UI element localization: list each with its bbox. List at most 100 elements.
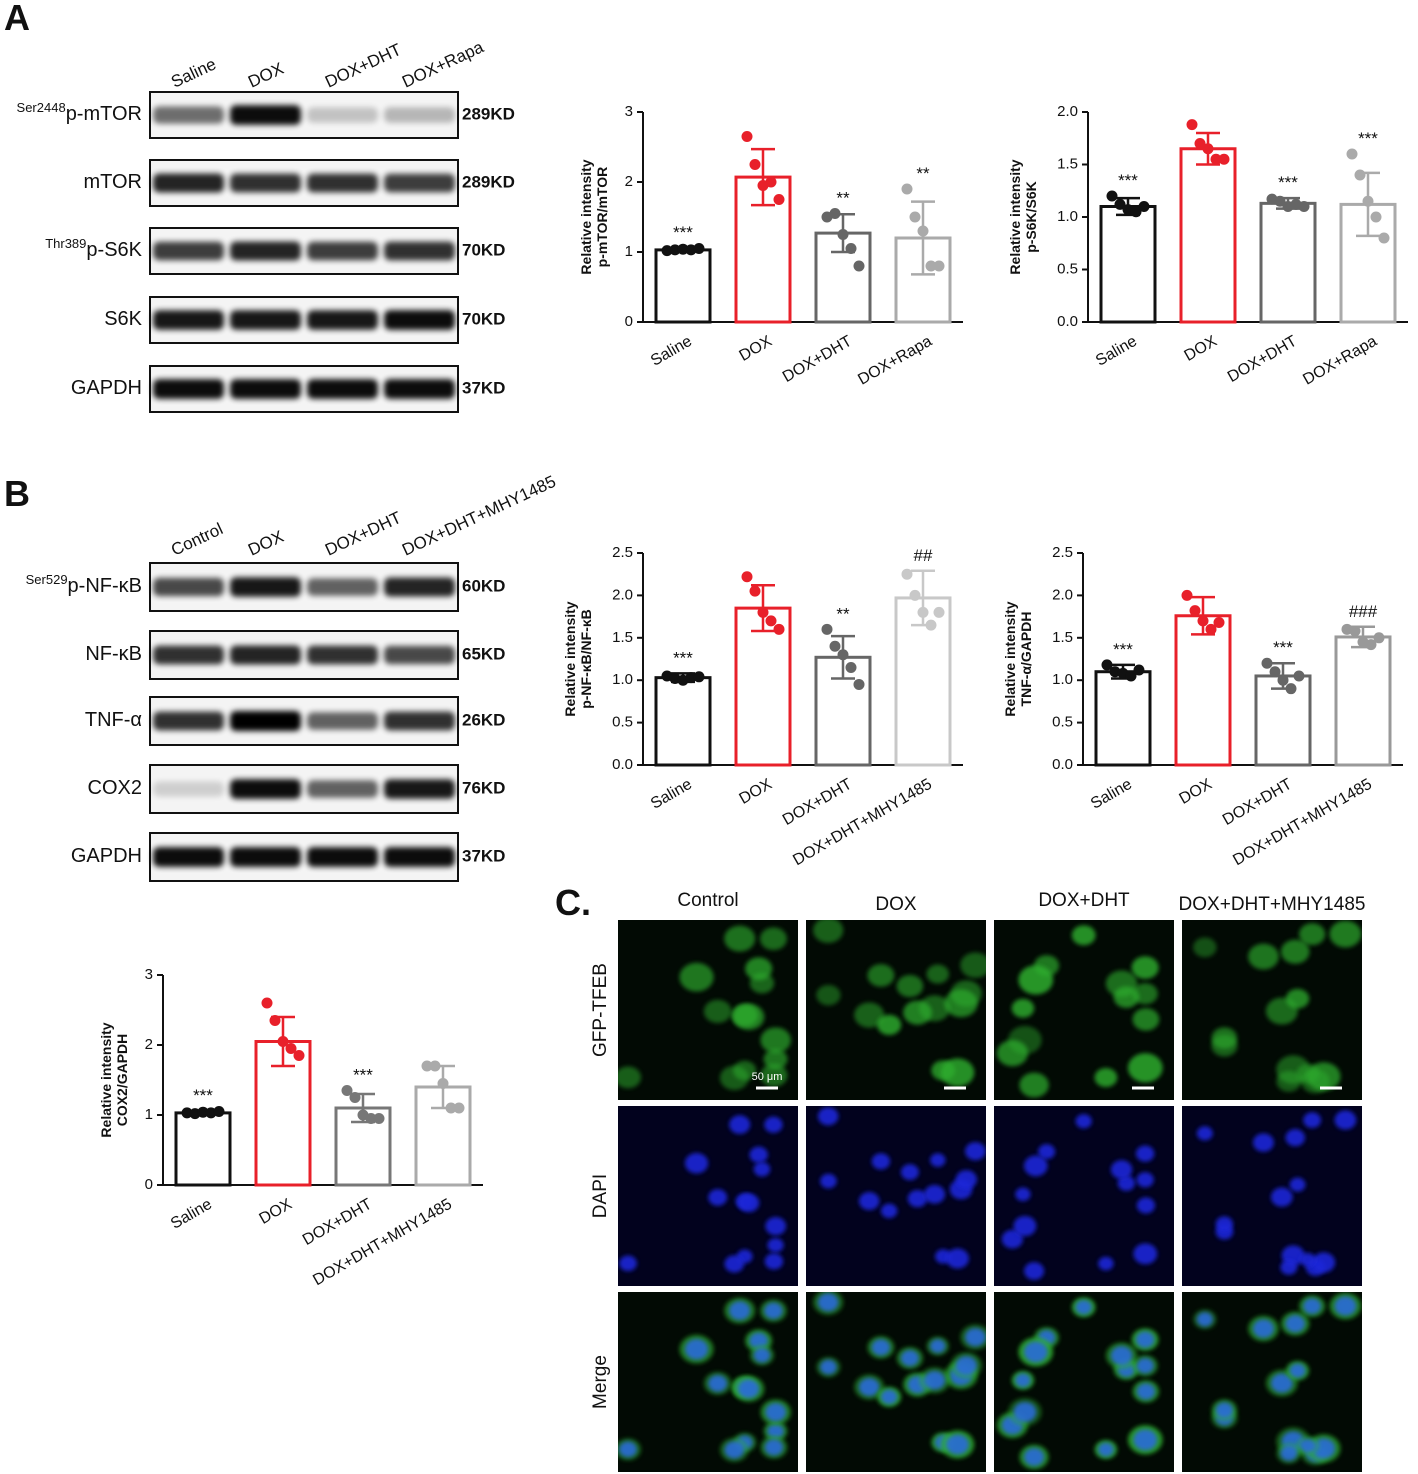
- significance-label: **: [916, 164, 930, 183]
- y-axis-label: COX2/GAPDH: [114, 1034, 130, 1127]
- cell-nucleus: [708, 1375, 728, 1392]
- significance-label: ***: [1358, 129, 1378, 148]
- cell-nucleus: [1196, 1312, 1213, 1327]
- data-point: [1125, 670, 1137, 682]
- data-point: [901, 183, 913, 195]
- data-point: [1354, 169, 1366, 181]
- cell-nucleus: [764, 1253, 784, 1270]
- row-label: Merge: [590, 1355, 611, 1409]
- blot-size: 70KD: [462, 240, 505, 259]
- cell-gfp: [960, 952, 986, 978]
- cell-gfp: [950, 980, 983, 1007]
- blot-size: 65KD: [462, 644, 505, 663]
- data-point: [821, 623, 833, 635]
- blot-band: [230, 577, 301, 597]
- cell-gfp: [1071, 925, 1096, 946]
- cell-gfp: [1094, 1067, 1118, 1088]
- x-tick-label: Saline: [648, 776, 695, 813]
- blot-band: [230, 105, 301, 125]
- y-tick-label: 1.5: [1052, 629, 1073, 646]
- column-header: DOX+DHT: [1038, 890, 1130, 911]
- significance-label: ***: [673, 648, 693, 667]
- cell-nucleus: [820, 1173, 837, 1189]
- significance-label: ###: [1349, 602, 1378, 621]
- cell-gfp: [1008, 1025, 1042, 1055]
- cell-nucleus: [1253, 1133, 1274, 1152]
- x-tick-label: DOX+DHT: [300, 1196, 375, 1249]
- cell-nucleus: [965, 1142, 986, 1161]
- significance-label: **: [836, 604, 850, 623]
- data-point: [845, 661, 857, 673]
- data-point: [373, 1113, 385, 1124]
- cell-nucleus: [1075, 1114, 1092, 1129]
- micrograph: [994, 1292, 1174, 1472]
- data-point: [933, 260, 945, 272]
- x-tick-label: Saline: [1088, 776, 1135, 813]
- bar: [1334, 635, 1392, 767]
- blot-band: [153, 781, 224, 797]
- cell-gfp: [919, 995, 951, 1022]
- cell-nucleus: [1303, 1112, 1322, 1129]
- cell-nucleus: [753, 1161, 771, 1177]
- panel-label: C.: [555, 882, 591, 923]
- blot-band: [307, 780, 378, 798]
- blot-band: [307, 241, 378, 261]
- cell-nucleus: [1098, 1442, 1114, 1457]
- blot-label: Ser2448p-mTOR: [17, 100, 142, 125]
- bar: [1174, 614, 1232, 767]
- y-tick-label: 1: [145, 1106, 153, 1123]
- data-point: [1114, 198, 1126, 210]
- data-point: [933, 606, 945, 618]
- blot-protein: S6K: [104, 308, 142, 330]
- lane-label: DOX+DHT: [322, 508, 404, 560]
- data-point: [845, 243, 857, 254]
- cell-gfp: [1296, 1064, 1320, 1084]
- data-point: [445, 1102, 457, 1114]
- cell-nucleus: [1136, 1358, 1154, 1374]
- blot-modifier: Thr389: [45, 236, 86, 251]
- y-axis-label: p-NF-κB/NF-κB: [578, 609, 594, 709]
- blot-protein: p-NF-κB: [68, 575, 142, 597]
- y-tick-label: 1.0: [1052, 671, 1073, 688]
- micrograph: [994, 1106, 1174, 1286]
- blot-band: [307, 712, 378, 730]
- y-tick-label: 0: [145, 1176, 153, 1193]
- data-point: [277, 1036, 289, 1047]
- lane-label: DOX: [245, 59, 286, 92]
- data-point: [917, 225, 929, 237]
- data-point: [1181, 589, 1193, 601]
- blot-band: [153, 106, 224, 124]
- x-tick-label: DOX+DHT+MHY1485: [790, 776, 935, 869]
- data-point: [269, 1015, 281, 1026]
- cell-nucleus: [765, 1216, 787, 1236]
- cell-gfp: [1211, 1027, 1238, 1049]
- blot-label: GAPDH: [71, 377, 142, 399]
- y-tick-label: 0: [625, 313, 633, 330]
- column-header: Control: [677, 890, 738, 911]
- blot-size: 289KD: [462, 172, 515, 191]
- significance-label: ##: [914, 546, 933, 565]
- x-tick-label: DOX+Rapa: [1300, 333, 1380, 389]
- blot-size: 60KD: [462, 576, 505, 595]
- cell-nucleus: [1024, 1262, 1045, 1280]
- cell-nucleus: [900, 1350, 919, 1367]
- cell-nucleus: [1117, 1175, 1136, 1191]
- data-point: [661, 245, 673, 257]
- x-tick-label: DOX: [736, 333, 775, 365]
- data-point: [1189, 605, 1201, 617]
- lane-label: DOX+DHT: [322, 40, 404, 92]
- cell-gfp: [1131, 956, 1159, 980]
- x-tick-label: Saline: [1093, 333, 1140, 370]
- blot-protein: COX2: [88, 777, 142, 799]
- column-header: DOX: [875, 894, 917, 915]
- cell-nucleus: [871, 1339, 891, 1356]
- cell-nucleus: [1023, 1341, 1048, 1363]
- cell-gfp: [759, 927, 787, 951]
- blot-size: 70KD: [462, 309, 505, 328]
- data-point: [1130, 206, 1142, 218]
- cell-nucleus: [1098, 1256, 1114, 1271]
- row-label: DAPI: [590, 1174, 611, 1218]
- data-point: [741, 571, 753, 583]
- data-point: [429, 1060, 441, 1072]
- cell-nucleus: [1215, 1216, 1234, 1232]
